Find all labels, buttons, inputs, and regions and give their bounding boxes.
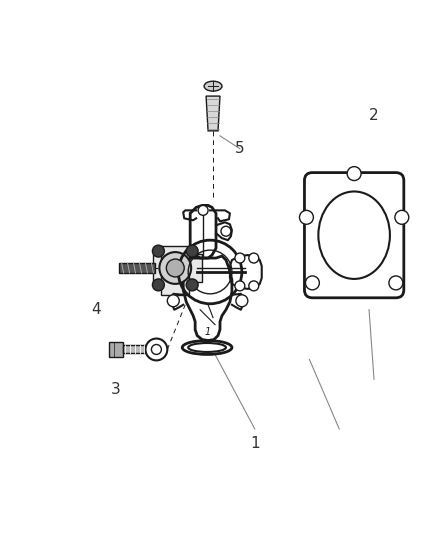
Circle shape <box>236 295 248 307</box>
Polygon shape <box>153 254 173 282</box>
Circle shape <box>300 211 314 224</box>
Circle shape <box>145 338 167 360</box>
Polygon shape <box>119 263 155 273</box>
Text: 2: 2 <box>369 108 379 124</box>
Circle shape <box>152 279 164 291</box>
Circle shape <box>186 245 198 257</box>
Text: 1: 1 <box>205 327 211 336</box>
Circle shape <box>389 276 403 290</box>
Circle shape <box>198 205 208 215</box>
Circle shape <box>235 253 245 263</box>
Circle shape <box>167 295 179 307</box>
Polygon shape <box>161 270 189 295</box>
Polygon shape <box>177 254 202 282</box>
Ellipse shape <box>204 81 222 91</box>
Text: 1: 1 <box>250 437 260 451</box>
Circle shape <box>159 252 191 284</box>
Circle shape <box>152 245 164 257</box>
Circle shape <box>221 226 231 236</box>
Circle shape <box>249 281 259 291</box>
Circle shape <box>186 279 198 291</box>
Circle shape <box>166 259 184 277</box>
Circle shape <box>152 344 161 354</box>
Circle shape <box>249 253 259 263</box>
Circle shape <box>305 276 319 290</box>
Circle shape <box>235 281 245 291</box>
Text: 5: 5 <box>235 141 245 156</box>
Polygon shape <box>206 96 220 131</box>
Polygon shape <box>161 246 189 266</box>
Circle shape <box>347 167 361 181</box>
Polygon shape <box>109 342 123 358</box>
Text: 3: 3 <box>111 382 120 397</box>
Polygon shape <box>123 345 145 353</box>
Text: 4: 4 <box>91 302 101 317</box>
Circle shape <box>395 211 409 224</box>
